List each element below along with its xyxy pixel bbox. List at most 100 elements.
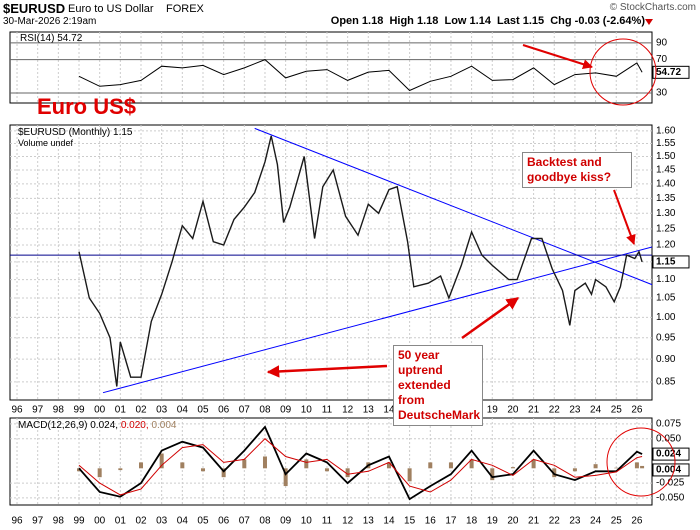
x-tick-label: 13 <box>363 405 375 416</box>
histogram-value: 0.004 <box>151 420 177 431</box>
last-value-label: 0.004 <box>656 465 681 476</box>
x-tick-label: 18 <box>466 516 478 527</box>
x-tick-label: 06 <box>218 405 230 416</box>
x-tick-label: 12 <box>342 516 354 527</box>
x-tick-label: 08 <box>259 516 271 527</box>
histogram-bar <box>180 462 185 469</box>
histogram-bar <box>386 462 391 469</box>
x-tick-label: 07 <box>239 405 251 416</box>
exchange: FOREX <box>166 3 204 15</box>
x-tick-label: 11 <box>322 516 333 527</box>
quote: Open 1.18 High 1.18 Low 1.14 Last 1.15 C… <box>330 15 645 27</box>
y-tick-label: 0.050 <box>656 433 681 444</box>
x-tick-label: 22 <box>549 516 561 527</box>
macd-line <box>78 438 643 496</box>
x-tick-label: 26 <box>631 405 643 416</box>
histogram-bar <box>200 468 205 472</box>
histogram-bar <box>324 468 329 472</box>
macd-line <box>78 425 643 501</box>
x-tick-label: 02 <box>135 405 147 416</box>
x-tick-label: 09 <box>280 516 292 527</box>
x-tick-label: 23 <box>569 516 581 527</box>
y-tick-label: 1.10 <box>656 274 676 285</box>
x-tick-label: 23 <box>569 405 581 416</box>
arrow <box>613 189 636 245</box>
macd-legend: MACD(12,26,9) 0.024, 0.020, 0.004 <box>18 420 176 431</box>
x-tick-label: 10 <box>301 405 313 416</box>
x-tick-label: 22 <box>549 405 561 416</box>
y-tick-label: 1.00 <box>656 312 676 323</box>
y-tick-label: 1.05 <box>656 293 676 304</box>
histogram-bar <box>139 462 144 469</box>
last-value-box <box>652 255 690 269</box>
histogram-bar <box>531 459 536 469</box>
x-tick-label: 04 <box>177 405 189 416</box>
price-legend: $EURUSD (Monthly) 1.15 <box>18 127 133 138</box>
x-tick-label: 98 <box>53 516 65 527</box>
y-tick-label: 0.85 <box>656 376 676 387</box>
x-tick-label: 99 <box>73 405 85 416</box>
last-value-box <box>652 463 690 477</box>
y-tick-label: 30 <box>656 88 668 99</box>
x-tick-label: 17 <box>445 516 457 527</box>
x-tick-label: 21 <box>528 516 540 527</box>
x-tick-label: 04 <box>177 516 189 527</box>
x-tick-label: 13 <box>363 516 375 527</box>
y-tick-label: -0.025 <box>656 478 685 489</box>
x-tick-label: 05 <box>197 516 209 527</box>
x-tick-label: 24 <box>590 516 602 527</box>
x-tick-label: 16 <box>425 516 437 527</box>
annotation: Backtest and goodbye kiss? <box>522 152 632 188</box>
histogram-bar <box>593 464 598 469</box>
x-tick-label: 00 <box>94 516 106 527</box>
histogram-bar <box>614 467 619 469</box>
x-tick-label: 05 <box>197 405 209 416</box>
x-tick-label: 19 <box>487 405 499 416</box>
panel-frame <box>9 31 653 104</box>
y-tick-label: 1.45 <box>656 165 676 176</box>
name: Euro to US Dollar <box>68 3 154 15</box>
arrow <box>522 44 593 70</box>
x-tick-label: 07 <box>239 516 251 527</box>
histogram-bar <box>448 462 453 469</box>
copyright: © StockCharts.com <box>609 2 696 13</box>
macd-title: MACD(12,26,9) <box>18 420 88 431</box>
x-tick-label: 03 <box>156 405 168 416</box>
x-tick-label: 02 <box>135 516 147 527</box>
histogram-bar <box>572 468 577 472</box>
y-tick-label: 1.20 <box>656 240 676 251</box>
macd-value: 0.024, <box>90 420 119 431</box>
histogram-bar <box>118 468 123 471</box>
last-value-box <box>652 65 690 79</box>
x-tick-label: 99 <box>73 516 85 527</box>
y-tick-label: -0.050 <box>656 493 685 504</box>
y-tick-label: 1.50 <box>656 151 676 162</box>
histogram-bar <box>490 468 495 481</box>
y-tick-label: 1.40 <box>656 179 676 190</box>
y-tick-label: 1.30 <box>656 208 676 219</box>
x-tick-label: 96 <box>11 405 23 416</box>
annotation: 50 year uptrend extended from DeutscheMa… <box>393 345 483 426</box>
x-tick-label: 12 <box>342 405 354 416</box>
x-tick-label: 20 <box>507 516 519 527</box>
trendline <box>102 246 653 394</box>
x-tick-label: 10 <box>301 516 313 527</box>
x-tick-label: 97 <box>32 516 44 527</box>
x-tick-label: 26 <box>631 516 643 527</box>
y-tick-label: 90 <box>656 37 668 48</box>
y-tick-label: 70 <box>656 54 668 65</box>
x-tick-label: 96 <box>11 516 23 527</box>
x-tick-label: 06 <box>218 516 230 527</box>
circle <box>606 427 676 497</box>
last-value-label: 0.024 <box>656 449 681 460</box>
y-tick-label: 0.075 <box>656 419 681 430</box>
histogram-bar <box>77 468 82 472</box>
y-tick-label: 1.60 <box>656 126 676 137</box>
histogram-bar <box>262 456 267 469</box>
x-tick-label: 08 <box>259 405 271 416</box>
x-tick-label: 09 <box>280 405 292 416</box>
x-tick-label: 14 <box>383 405 395 416</box>
last-value-label: 1.15 <box>656 257 676 268</box>
price-line <box>78 135 643 387</box>
